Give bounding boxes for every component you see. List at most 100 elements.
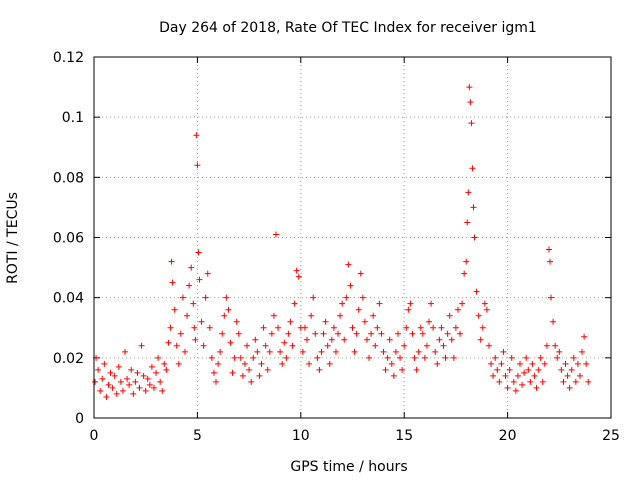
data-point — [231, 354, 238, 361]
data-point — [461, 270, 468, 277]
x-tick-label: 20 — [499, 428, 517, 444]
data-point — [376, 300, 383, 307]
data-point — [464, 219, 471, 226]
data-point — [142, 387, 149, 394]
data-point — [310, 294, 317, 301]
data-point — [394, 330, 401, 337]
data-point — [568, 366, 575, 373]
data-point — [266, 348, 273, 355]
data-point — [388, 360, 395, 367]
data-point — [196, 276, 203, 283]
data-point — [281, 339, 288, 346]
data-point — [411, 354, 418, 361]
data-point — [351, 348, 358, 355]
data-point — [521, 369, 528, 376]
data-point — [293, 267, 300, 274]
data-point — [107, 369, 114, 376]
y-axis-label: ROTI / TECUs — [5, 192, 21, 284]
data-point — [401, 342, 408, 349]
data-point — [146, 381, 153, 388]
data-point — [312, 330, 319, 337]
axis-ticks: 0 5 10 15 20 25 0 0.02 0.04 0.06 0.08 0.1 0.12 — [53, 50, 620, 444]
data-point — [279, 360, 286, 367]
data-point — [512, 387, 519, 394]
data-point — [95, 366, 102, 373]
data-point — [355, 306, 362, 313]
data-point — [332, 348, 339, 355]
data-point — [213, 378, 220, 385]
data-point — [463, 258, 470, 265]
data-point — [105, 381, 112, 388]
data-point — [177, 330, 184, 337]
data-point — [134, 369, 141, 376]
x-tick-label: 25 — [602, 428, 620, 444]
data-point — [535, 366, 542, 373]
y-tick-label: 0.04 — [53, 291, 84, 307]
x-axis-label: GPS time / hours — [290, 459, 407, 475]
data-point — [454, 306, 461, 313]
data-point — [227, 339, 234, 346]
data-point — [583, 360, 590, 367]
data-point — [144, 375, 151, 382]
chart-title: Day 264 of 2018, Rate Of TEC Index for r… — [159, 20, 537, 36]
data-point — [188, 264, 195, 271]
data-point — [581, 333, 588, 340]
data-point — [136, 384, 143, 391]
data-point — [477, 336, 484, 343]
data-point — [225, 306, 232, 313]
data-point — [421, 354, 428, 361]
data-point — [233, 318, 240, 325]
y-tick-label: 0 — [75, 411, 84, 427]
y-tick-label: 0.1 — [62, 110, 84, 126]
data-point — [163, 366, 170, 373]
data-point — [444, 330, 451, 337]
data-point — [370, 312, 377, 319]
data-point — [457, 330, 464, 337]
data-point — [126, 381, 133, 388]
data-point — [186, 282, 193, 289]
data-point — [359, 294, 366, 301]
data-point — [539, 378, 546, 385]
data-point — [270, 312, 277, 319]
data-point — [432, 348, 439, 355]
data-point — [488, 360, 495, 367]
data-point — [179, 294, 186, 301]
grid-lines — [94, 57, 611, 418]
data-point — [328, 336, 335, 343]
data-point — [548, 294, 555, 301]
data-point — [155, 354, 162, 361]
data-point — [161, 360, 168, 367]
data-point — [181, 348, 188, 355]
data-point — [252, 336, 259, 343]
data-point — [264, 366, 271, 373]
data-point — [543, 342, 550, 349]
data-point — [195, 249, 202, 256]
data-point — [113, 390, 120, 397]
data-point — [468, 120, 475, 127]
y-tick-label: 0.02 — [53, 351, 84, 367]
data-point — [138, 342, 145, 349]
data-point — [465, 189, 472, 196]
data-point — [423, 342, 430, 349]
data-point — [221, 312, 228, 319]
data-point — [171, 306, 178, 313]
data-point — [210, 369, 217, 376]
data-point — [206, 324, 213, 331]
data-point — [442, 354, 449, 361]
data-point — [283, 354, 290, 361]
data-point — [124, 375, 131, 382]
data-point — [128, 366, 135, 373]
data-point — [165, 339, 172, 346]
data-point — [241, 360, 248, 367]
data-point — [500, 348, 507, 355]
data-point — [525, 366, 532, 373]
data-point — [397, 354, 404, 361]
data-point — [330, 324, 337, 331]
data-point — [268, 330, 275, 337]
data-point — [289, 342, 296, 349]
data-point — [502, 372, 509, 379]
data-point — [191, 324, 198, 331]
data-point — [496, 378, 503, 385]
data-point — [320, 330, 327, 337]
